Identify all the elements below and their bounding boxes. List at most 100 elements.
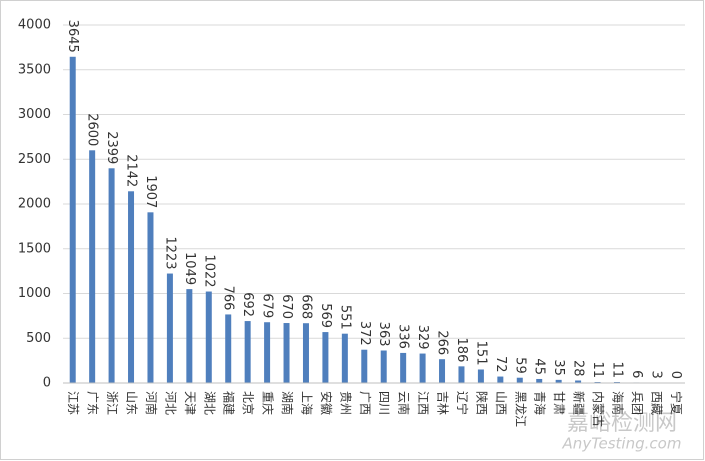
x-tick-label: 青海 <box>533 391 548 415</box>
bar <box>147 212 154 383</box>
bar <box>89 150 96 383</box>
x-tick-label: 北京 <box>241 391 255 415</box>
x-tick-label: 西藏 <box>649 391 663 415</box>
value-label: 2399 <box>104 131 119 164</box>
y-tick-label: 0 <box>43 376 51 391</box>
bar <box>205 291 212 383</box>
x-tick-label: 海南 <box>610 391 625 415</box>
value-label: 72 <box>493 356 508 373</box>
value-label: 1907 <box>143 175 158 208</box>
value-label: 11 <box>590 361 605 378</box>
value-label: 0 <box>668 371 683 379</box>
x-tick-label: 广西 <box>358 391 372 415</box>
value-label: 3 <box>648 370 663 378</box>
x-tick-label: 上海 <box>299 391 314 415</box>
value-label: 59 <box>512 357 527 374</box>
bar <box>575 380 582 383</box>
bar <box>128 191 135 383</box>
x-tick-label: 甘肃 <box>552 391 566 415</box>
x-tick-label: 天津 <box>183 391 197 415</box>
x-tick-label: 黑龙江 <box>513 391 527 427</box>
bar <box>477 369 484 383</box>
bar <box>341 333 348 383</box>
x-tick-label: 广东 <box>86 391 100 415</box>
y-tick-label: 4000 <box>18 18 51 33</box>
value-label: 2600 <box>85 113 100 146</box>
watermark-url: AnyTesting.com <box>562 435 682 453</box>
x-tick-label: 江苏 <box>66 391 80 415</box>
bar <box>361 349 368 383</box>
bar <box>400 352 407 383</box>
value-label: 372 <box>357 321 372 346</box>
bar <box>108 168 115 383</box>
y-tick-label: 2000 <box>18 197 51 212</box>
y-tick-label: 1000 <box>18 286 51 301</box>
x-tick-label: 重庆 <box>261 391 275 415</box>
value-label: 3645 <box>65 20 80 53</box>
value-label: 329 <box>415 325 430 350</box>
y-tick-label: 2500 <box>18 152 51 167</box>
value-label: 692 <box>240 292 255 317</box>
value-label: 45 <box>532 358 547 375</box>
value-label: 551 <box>337 305 352 330</box>
bar <box>497 376 504 383</box>
x-tick-label: 贵州 <box>338 391 352 415</box>
bar <box>225 314 232 383</box>
x-tick-label: 内蒙古 <box>591 391 606 427</box>
bar <box>516 377 523 383</box>
bar <box>166 273 173 383</box>
value-label: 670 <box>279 294 294 319</box>
value-label: 1049 <box>182 252 197 285</box>
x-tick-label: 宁夏 <box>669 391 684 415</box>
x-tick-label: 山西 <box>494 391 508 415</box>
value-label: 336 <box>396 324 411 349</box>
watermark: 嘉峪检测网 <box>567 411 677 436</box>
x-tick-label: 云南 <box>397 391 412 415</box>
bar <box>302 323 309 383</box>
y-tick-label: 3500 <box>18 62 51 77</box>
x-tick-label: 兵团 <box>630 391 644 415</box>
bar <box>69 56 76 384</box>
y-tick-label: 1500 <box>18 241 51 256</box>
value-label: 151 <box>473 341 488 366</box>
bar <box>283 323 290 383</box>
y-tick-label: 3000 <box>18 107 51 122</box>
value-label: 569 <box>318 303 333 328</box>
value-label: 6 <box>629 370 644 378</box>
bar <box>264 322 271 383</box>
bar <box>186 289 193 383</box>
value-label: 679 <box>260 293 275 318</box>
value-label: 11 <box>609 361 624 378</box>
value-label: 266 <box>435 330 450 355</box>
value-label: 1223 <box>162 236 177 269</box>
x-tick-label: 四川 <box>377 391 391 415</box>
x-tick-label: 新疆 <box>572 391 587 415</box>
x-tick-label: 山东 <box>125 391 139 415</box>
value-label: 1022 <box>201 254 216 287</box>
x-tick-label: 湖北 <box>202 391 217 415</box>
value-label: 363 <box>376 322 391 347</box>
value-label: 2142 <box>124 154 139 187</box>
x-tick-label: 江西 <box>416 391 430 415</box>
x-tick-label: 安徽 <box>319 391 334 415</box>
bar <box>458 366 465 383</box>
x-tick-label: 福建 <box>222 391 237 415</box>
x-tick-label: 辽宁 <box>455 391 470 415</box>
bar <box>555 379 562 383</box>
value-label: 668 <box>298 294 313 319</box>
x-tick-label: 湖南 <box>280 391 295 415</box>
x-tick-label: 河南 <box>144 391 159 415</box>
bar <box>419 353 426 383</box>
bar <box>536 378 543 383</box>
value-label: 28 <box>571 360 586 377</box>
x-tick-label: 河北 <box>163 391 177 415</box>
bar <box>244 321 251 383</box>
x-tick-label: 吉林 <box>436 391 450 415</box>
bar <box>439 359 446 383</box>
value-label: 766 <box>221 286 236 311</box>
value-label: 186 <box>454 338 469 363</box>
y-tick-label: 500 <box>26 331 51 346</box>
x-tick-label: 浙江 <box>105 391 119 415</box>
value-label: 35 <box>551 359 566 376</box>
